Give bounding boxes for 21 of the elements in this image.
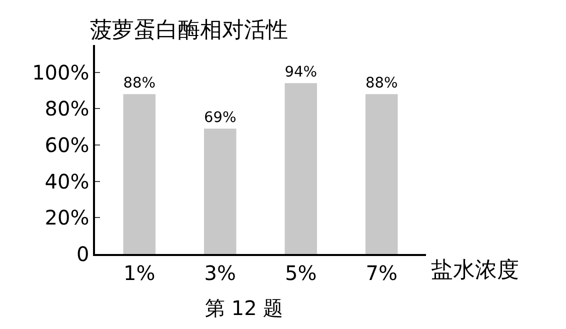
y-tick-label: 0: [76, 242, 90, 266]
x-tick-label: 3%: [204, 260, 236, 285]
y-tick-label: 100%: [32, 60, 90, 84]
x-axis-title: 盐水浓度: [431, 258, 519, 283]
bar: [284, 83, 318, 254]
y-tick-label: 20%: [44, 206, 90, 230]
data-label: 88%: [123, 75, 156, 92]
data-label: 69%: [204, 110, 236, 126]
data-label: 88%: [365, 75, 398, 92]
bar: [204, 128, 236, 254]
data-label: 94%: [284, 64, 317, 81]
x-tick-label: 1%: [124, 260, 156, 285]
bar: [365, 94, 398, 254]
y-tick-label: 80%: [44, 96, 90, 121]
y-tick-label: 60%: [44, 132, 90, 157]
x-tick-label: 5%: [285, 260, 317, 285]
y-tick-label: 40%: [44, 169, 90, 194]
x-tick-label: 7%: [366, 260, 398, 285]
text: 第 12 题: [205, 296, 284, 320]
y-axis-title: 菠萝蛋白酶相对活性: [90, 18, 288, 43]
bar: [123, 94, 156, 254]
